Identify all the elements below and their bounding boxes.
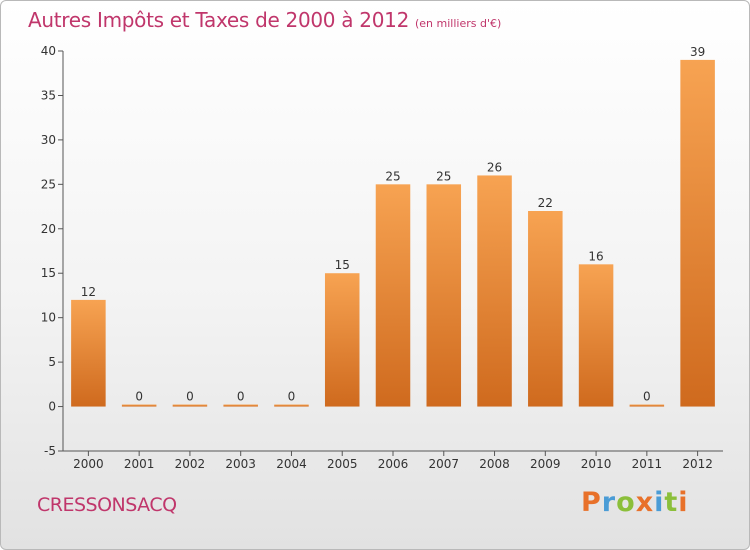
x-tick-label: 2002 — [175, 457, 206, 471]
y-tick-label: 5 — [48, 355, 56, 369]
y-tick-label: 20 — [41, 222, 56, 236]
logo-letter: P — [581, 487, 602, 518]
data-label: 0 — [186, 390, 194, 404]
commune-name: CRESSONSACQ — [37, 494, 177, 516]
y-tick-label: 35 — [41, 88, 56, 102]
logo-letter: o — [616, 487, 636, 518]
logo-letter: i — [654, 487, 665, 518]
y-tick-label: 15 — [41, 266, 56, 280]
proxiti-logo[interactable]: Proxiti — [581, 487, 689, 518]
bar — [223, 404, 258, 407]
bar — [680, 59, 715, 407]
x-tick-label: 2009 — [530, 457, 561, 471]
x-tick-label: 2010 — [581, 457, 612, 471]
y-tick-label: 40 — [41, 44, 56, 58]
chart-title: Autres Impôts et Taxes de 2000 à 2012 (en… — [28, 8, 501, 32]
bar — [375, 184, 411, 407]
y-tick-label: 0 — [48, 400, 56, 414]
x-tick-label: 2012 — [682, 457, 713, 471]
bar — [426, 184, 462, 407]
data-label: 0 — [643, 390, 651, 404]
bar — [578, 264, 614, 407]
x-tick-label: 2001 — [124, 457, 155, 471]
x-tick-label: 2011 — [632, 457, 663, 471]
x-tick-label: 2003 — [225, 457, 256, 471]
x-tick-label: 2008 — [479, 457, 510, 471]
data-label: 0 — [237, 390, 245, 404]
data-label: 0 — [135, 390, 143, 404]
bar — [324, 273, 360, 407]
data-label: 15 — [335, 258, 350, 272]
chart-subtitle: (en milliers d'€) — [415, 17, 502, 30]
data-label: 26 — [487, 160, 502, 174]
data-label: 25 — [436, 169, 451, 183]
y-tick-label: -5 — [44, 444, 56, 458]
bar — [274, 404, 309, 407]
y-tick-label: 10 — [41, 311, 56, 325]
data-label: 25 — [385, 169, 400, 183]
logo-letter: r — [601, 487, 617, 518]
bar — [477, 175, 512, 407]
x-tick-label: 2004 — [276, 457, 307, 471]
x-tick-label: 2007 — [428, 457, 459, 471]
bar — [172, 404, 208, 407]
chart-title-text: Autres Impôts et Taxes de 2000 à 2012 — [28, 8, 409, 32]
bar — [528, 211, 563, 407]
x-tick-label: 2000 — [73, 457, 104, 471]
x-tick-label: 2005 — [327, 457, 358, 471]
logo-letter: t — [664, 487, 679, 518]
y-tick-label: 30 — [41, 133, 56, 147]
bar — [71, 299, 106, 407]
data-label: 39 — [690, 45, 705, 59]
data-label: 22 — [538, 196, 553, 210]
bar — [629, 404, 665, 407]
logo-letter: i — [678, 487, 689, 518]
data-label: 0 — [288, 390, 296, 404]
data-label: 16 — [588, 249, 603, 263]
bar — [121, 404, 157, 407]
data-label: 12 — [81, 285, 96, 299]
logo-letter: x — [635, 487, 655, 518]
x-tick-label: 2006 — [378, 457, 409, 471]
y-tick-label: 25 — [41, 177, 56, 191]
